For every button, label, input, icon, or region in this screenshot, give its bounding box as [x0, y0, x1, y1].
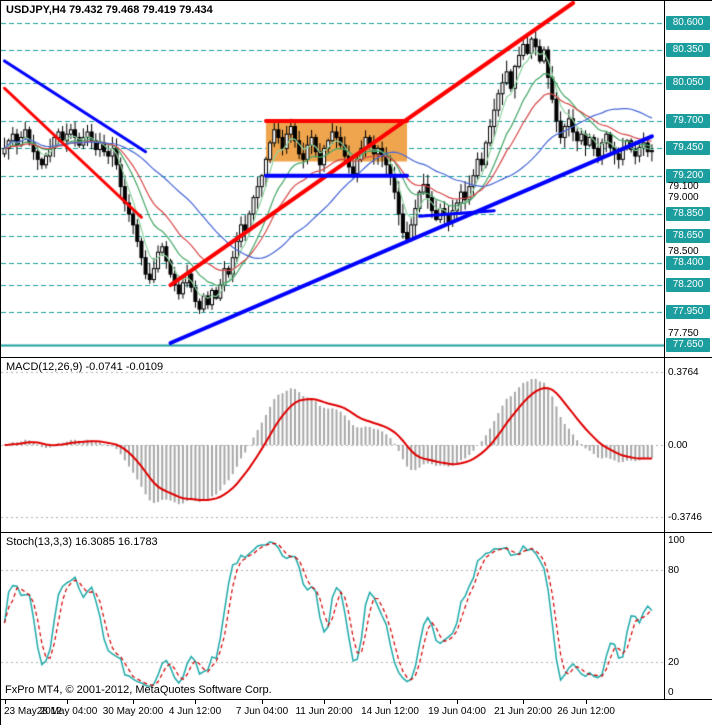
stochastic-scale-label: 100: [668, 535, 685, 546]
time-axis-label: 7 Jun 04:00: [235, 706, 289, 717]
stochastic-canvas[interactable]: [1, 533, 665, 699]
price-level-badge: 79.200: [666, 169, 710, 183]
macd-scale-label: 0.3764: [668, 367, 699, 378]
stochastic-panel: Stoch(13,3,3) 16.3085 16.1783 100 80 20 0 F…: [1, 533, 712, 700]
price-tick-label: 79.000: [668, 192, 699, 203]
price-level-badge: 80.050: [666, 76, 710, 90]
time-axis-label: 11 Jun 20:00: [295, 706, 353, 717]
time-axis-label: 23 May 2012: [4, 706, 62, 717]
price-level-badge: 79.700: [666, 114, 710, 128]
stochastic-scale-label: 80: [668, 565, 680, 576]
price-tick-label: 79.100: [668, 181, 699, 192]
price-level-badge: 77.950: [666, 305, 710, 319]
price-tick-label: 78.500: [668, 246, 699, 257]
time-axis-label: 19 Jun 04:00: [428, 706, 486, 717]
main-chart-canvas[interactable]: [1, 1, 665, 357]
macd-canvas[interactable]: [1, 358, 665, 532]
chart-title: USDJPY,H4 79.432 79.468 79.419 79.434: [6, 4, 213, 16]
price-level-badge: 80.600: [666, 16, 710, 30]
stochastic-label: Stoch(13,3,3) 16.3085 16.1783: [6, 536, 158, 548]
price-level-badge: 78.650: [666, 229, 710, 243]
time-axis-label: 21 Jun 20:00: [494, 706, 552, 717]
time-axis[interactable]: 23 May 2012 28 May 04:00 30 May 20:00 4 Jun…: [1, 700, 712, 724]
time-axis-tick: [523, 700, 524, 704]
time-axis-label: 4 Jun 12:00: [168, 706, 222, 717]
macd-scale-label: -0.3746: [668, 512, 702, 523]
copyright-text: FxPro MT4, © 2001-2012, MetaQuotes Softw…: [5, 684, 272, 696]
stochastic-scale-label: 20: [668, 657, 680, 668]
price-level-badge: 77.650: [666, 338, 710, 352]
macd-scale-label: 0.00: [668, 440, 688, 451]
price-level-badge: 80.350: [666, 43, 710, 57]
main-chart-panel: USDJPY,H4 79.432 79.468 79.419 79.434 80…: [1, 1, 712, 358]
macd-scale[interactable]: 0.3764 0.00 -0.3746: [665, 358, 712, 532]
price-tick-label: 77.750: [668, 328, 699, 339]
price-level-badge: 78.200: [666, 278, 710, 292]
time-axis-tick: [195, 700, 196, 704]
time-axis-label: 26 Jun 12:00: [557, 706, 615, 717]
stochastic-scale[interactable]: 100 80 20 0: [665, 533, 712, 699]
time-axis-tick: [324, 700, 325, 704]
time-axis-label: 30 May 20:00: [102, 706, 164, 717]
time-axis-label: 28 May 04:00: [36, 706, 98, 717]
time-axis-tick: [133, 700, 134, 704]
time-axis-tick: [67, 700, 68, 704]
price-level-badge: 78.850: [666, 207, 710, 221]
price-level-badge: 78.400: [666, 256, 710, 270]
time-axis-tick: [262, 700, 263, 704]
time-axis-tick: [5, 700, 6, 704]
stochastic-scale-label: 0: [668, 687, 674, 698]
time-axis-label: 14 Jun 12:00: [361, 706, 419, 717]
macd-label: MACD(12,26,9) -0.0741 -0.0109: [6, 361, 164, 373]
price-level-badge: 79.450: [666, 141, 710, 155]
time-axis-tick: [390, 700, 391, 704]
time-axis-tick: [457, 700, 458, 704]
macd-panel: MACD(12,26,9) -0.0741 -0.0109 0.3764 0.00…: [1, 358, 712, 533]
price-scale[interactable]: 80.600 80.350 80.050 79.700 79.450 79.200 79.1…: [665, 1, 712, 357]
time-axis-tick: [586, 700, 587, 704]
